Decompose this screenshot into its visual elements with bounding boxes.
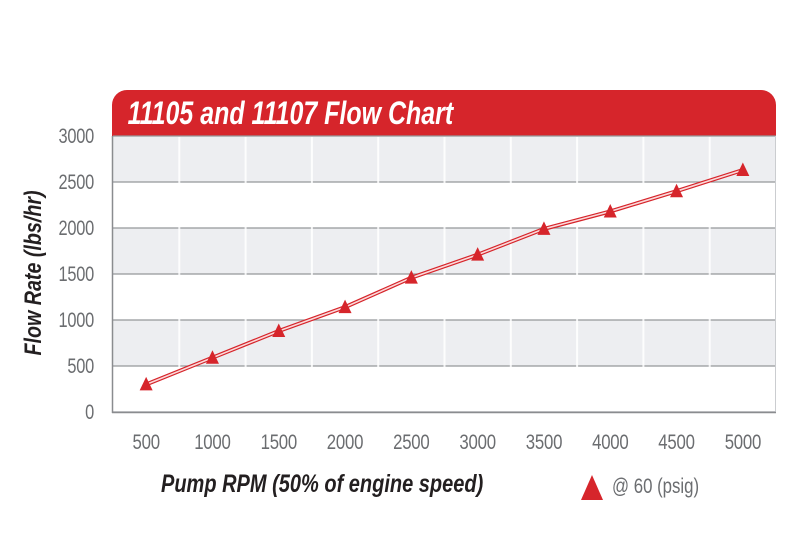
chart-title: 11105 and 11107 Flow Chart xyxy=(127,94,454,131)
y-tick-label: 500 xyxy=(67,354,94,377)
x-tick-label: 500 xyxy=(133,431,160,454)
triangle-up-marker xyxy=(670,183,684,198)
y-tick-label: 1000 xyxy=(59,308,94,331)
x-tick-label: 1500 xyxy=(261,431,297,454)
x-tick-label: 5000 xyxy=(725,431,761,454)
x-tick-label: 2000 xyxy=(327,431,363,454)
triangle-up-icon xyxy=(581,475,603,500)
triangle-up-marker xyxy=(139,376,153,391)
x-tick-labels: 500 1000 1500 2000 2500 3000 3500 4000 4500 5000 xyxy=(133,431,762,454)
triangle-up-marker xyxy=(205,350,219,364)
y-tick-label: 1500 xyxy=(59,262,94,285)
x-tick-label: 3500 xyxy=(526,431,562,454)
x-axis-title: Pump RPM (50% of engine speed) xyxy=(161,470,484,498)
triangle-up-marker xyxy=(404,270,418,284)
y-tick-label: 3000 xyxy=(59,124,94,147)
y-tick-labels: 0 500 1000 1500 2000 2500 3000 xyxy=(59,124,95,423)
y-tick-label: 2500 xyxy=(59,170,94,193)
triangle-up-marker xyxy=(471,247,485,261)
triangle-up-marker xyxy=(537,221,551,235)
y-tick-label: 0 xyxy=(85,400,94,423)
x-tick-label: 4000 xyxy=(592,431,628,454)
legend-label: @ 60 (psig) xyxy=(612,475,700,498)
triangle-up-marker xyxy=(272,323,286,338)
y-axis-title: Flow Rate (lbs/hr) xyxy=(20,190,47,356)
x-tick-label: 2500 xyxy=(393,431,429,454)
x-tick-label: 3000 xyxy=(459,431,495,454)
data-point-markers xyxy=(139,162,750,391)
triangle-up-marker xyxy=(338,299,352,314)
x-tick-label: 1000 xyxy=(194,431,230,454)
chart-title-banner: 11105 and 11107 Flow Chart xyxy=(112,90,776,136)
data-series-line xyxy=(145,168,744,387)
triangle-up-marker xyxy=(736,162,750,177)
axis-frame xyxy=(111,136,776,414)
x-tick-label: 4500 xyxy=(658,431,694,454)
y-tick-label: 2000 xyxy=(59,216,94,239)
legend: @ 60 (psig) xyxy=(581,474,721,500)
triangle-up-marker xyxy=(603,203,617,218)
